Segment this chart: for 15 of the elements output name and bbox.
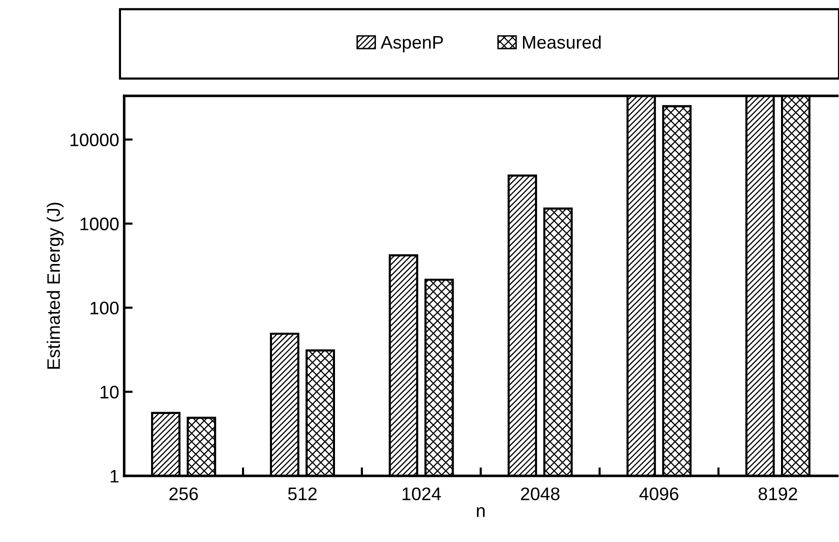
x-axis-title: n: [476, 507, 485, 517]
x-tick-label: 4096: [639, 487, 678, 500]
x-tick-label: 8192: [758, 487, 798, 500]
y-tick-label: 10000: [70, 133, 119, 146]
x-tick-label: 512: [288, 487, 317, 500]
legend-label: Measured: [523, 35, 601, 49]
y-tick-label: 1: [110, 470, 118, 482]
y-axis-title: Estimated Energy (J): [46, 202, 64, 369]
x-tick-label: 256: [169, 487, 198, 500]
y-tick-label: 10: [100, 386, 119, 399]
legend-label: AspenP: [380, 36, 443, 52]
y-tick-label: 100: [90, 302, 119, 314]
x-tick-label: 1024: [402, 487, 441, 500]
x-tick-label: 2048: [521, 487, 560, 500]
y-tick-label: 1000: [80, 218, 119, 230]
